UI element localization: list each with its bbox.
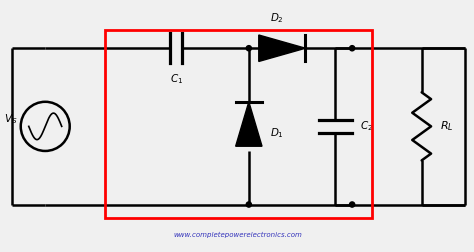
Text: www.completepowerelectronics.com: www.completepowerelectronics.com	[173, 232, 302, 238]
Text: $D_1$: $D_1$	[271, 127, 284, 140]
Polygon shape	[236, 102, 262, 146]
Circle shape	[246, 46, 251, 51]
Text: $V_S$: $V_S$	[4, 112, 18, 126]
Circle shape	[349, 202, 355, 207]
Text: $R_L$: $R_L$	[439, 119, 453, 133]
Text: $C_1$: $C_1$	[170, 72, 183, 86]
Bar	[105, 30, 372, 218]
Circle shape	[349, 46, 355, 51]
Circle shape	[246, 202, 251, 207]
Text: $D_2$: $D_2$	[271, 11, 284, 25]
Text: $C_2$: $C_2$	[360, 119, 374, 133]
Polygon shape	[259, 35, 305, 61]
